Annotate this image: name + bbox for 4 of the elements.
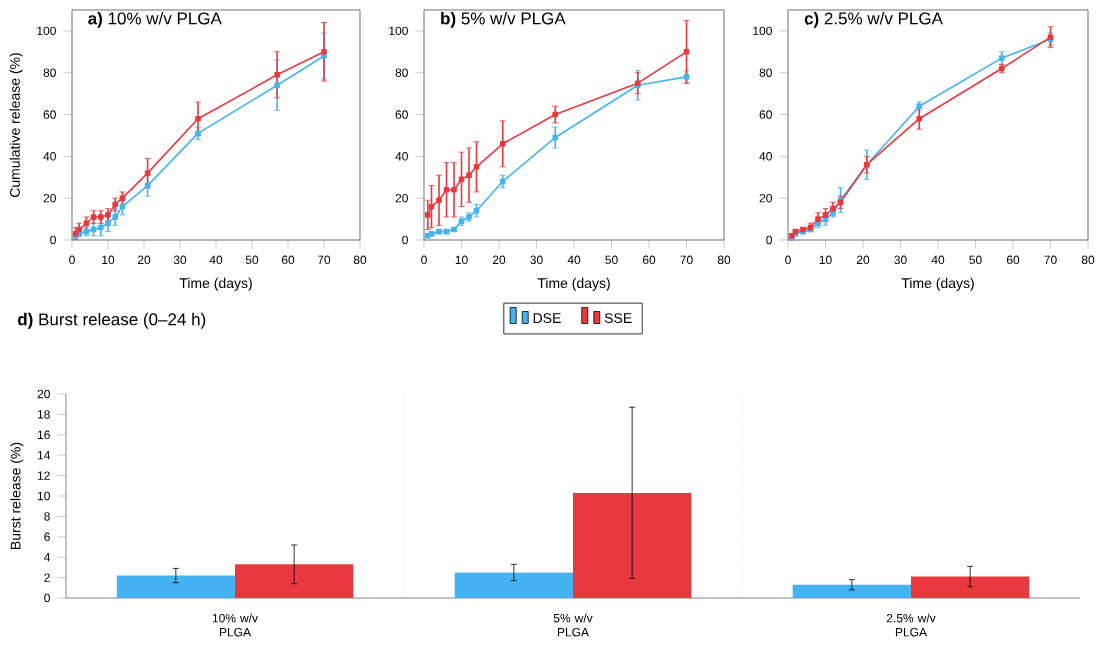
chart-title: c) 2.5% w/v PLGA: [804, 11, 943, 28]
chart-title: a) 10% w/v PLGA: [88, 11, 222, 28]
chart-title: d) Burst release (0–24 h): [17, 312, 206, 329]
chart-title: b) 5% w/v PLGA: [441, 11, 566, 28]
